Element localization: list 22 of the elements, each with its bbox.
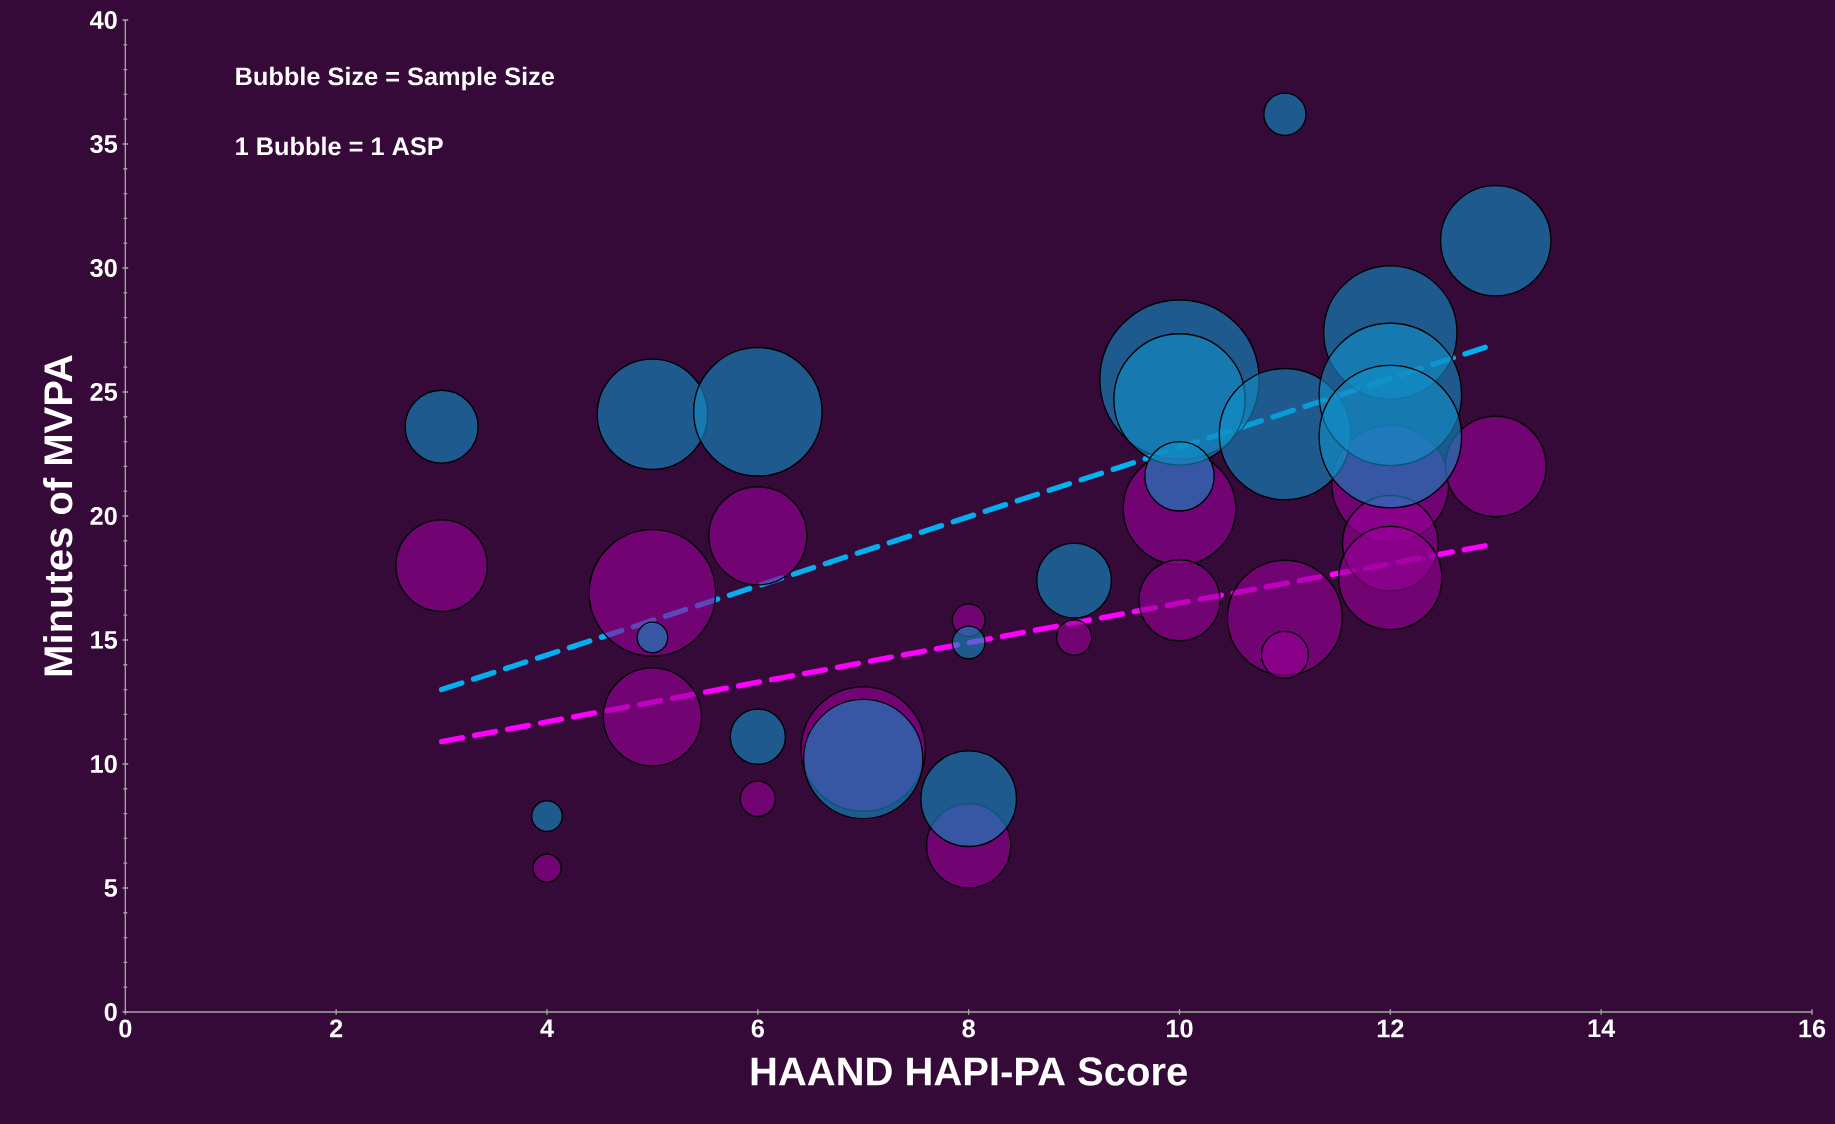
y-tick-label: 35	[90, 135, 118, 153]
x-tick-label: 2	[330, 1019, 343, 1038]
y-tick-label: 5	[104, 879, 118, 897]
y-tick-label: 25	[90, 383, 118, 401]
x-axis-title: HAAND HAPI-PA Score	[751, 1057, 1187, 1086]
x-tick-label: 0	[119, 1019, 132, 1038]
x-tick-label: 16	[1799, 1019, 1826, 1038]
annotation: Bubble Size = Sample Size	[236, 66, 555, 91]
y-tick-label: 40	[89, 11, 117, 29]
x-tick-label: 14	[1588, 1019, 1616, 1037]
y-tick-label: 0	[104, 1003, 117, 1021]
y-axis-title: Minutes of MVPA	[43, 355, 73, 676]
x-tick-label: 8	[962, 1019, 975, 1038]
y-tick-label: 30	[90, 259, 117, 277]
x-tick-label: 12	[1377, 1019, 1404, 1038]
y-tick-label: 15	[91, 631, 118, 649]
y-tick-label: 10	[91, 755, 117, 773]
y-tick-label: 20	[90, 507, 117, 525]
x-tick-label: 4	[540, 1019, 554, 1037]
x-tick-label: 6	[751, 1019, 764, 1038]
x-tick-label: 10	[1167, 1019, 1193, 1038]
annotation: 1 Bubble = 1 ASP	[236, 136, 443, 156]
